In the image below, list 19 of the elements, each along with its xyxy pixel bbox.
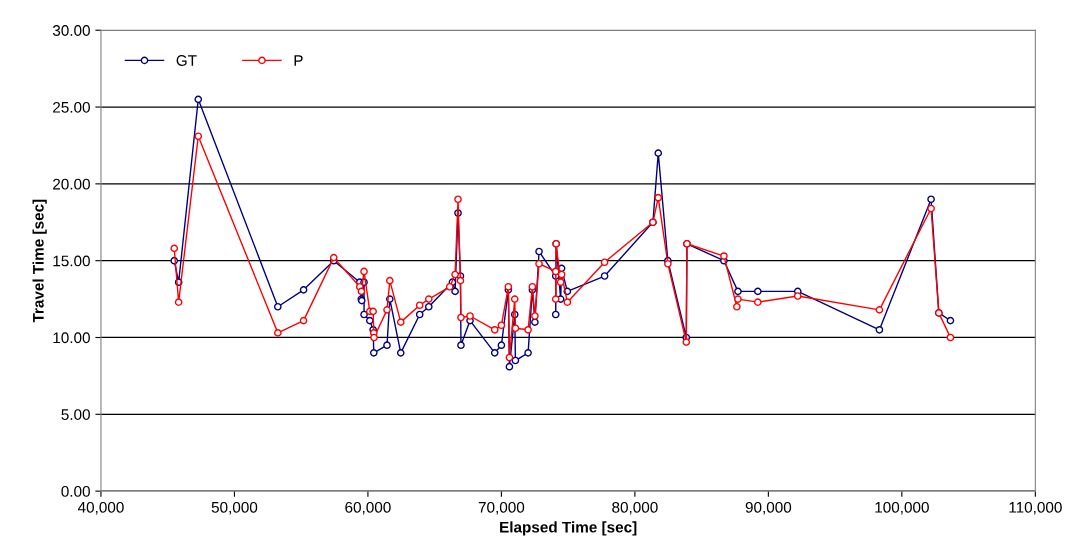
x-tick-label: 110,000 bbox=[1009, 501, 1062, 515]
x-tick-label: 40,000 bbox=[77, 501, 124, 515]
x-tick-label: 80,000 bbox=[612, 501, 658, 515]
x-axis-title: Elapsed Time [sec] bbox=[500, 521, 637, 536]
x-tick-label: 90,000 bbox=[745, 501, 792, 515]
y-tick-label: 15.00 bbox=[53, 255, 90, 267]
y-tick-label: 0.00 bbox=[61, 485, 90, 497]
y-axis-title: Travel Time [sec] bbox=[32, 199, 47, 323]
legend-label: GT bbox=[176, 55, 197, 66]
x-tick-label: 70,000 bbox=[478, 501, 525, 515]
x-tick-label: 100,000 bbox=[875, 501, 929, 515]
y-tick-label: 20.00 bbox=[53, 178, 90, 190]
y-tick-label: 5.00 bbox=[61, 409, 90, 420]
y-tick-label: 30.00 bbox=[52, 25, 90, 36]
x-tick-label: 50,000 bbox=[211, 501, 258, 515]
legend-label: P bbox=[294, 55, 303, 66]
y-tick-label: 10.00 bbox=[53, 332, 90, 344]
y-tick-label: 25.00 bbox=[53, 101, 90, 113]
x-tick-label: 60,000 bbox=[345, 501, 391, 515]
